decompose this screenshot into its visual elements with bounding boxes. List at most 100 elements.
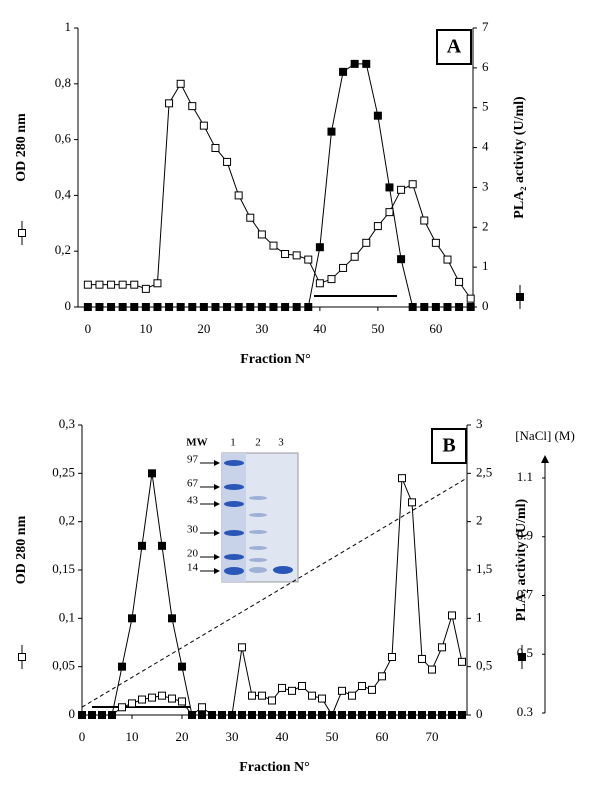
panel-box [436, 29, 472, 65]
point [248, 691, 256, 700]
point [188, 711, 196, 719]
point [288, 686, 296, 695]
y-tick-label: 0,25 [52, 464, 75, 479]
point [118, 303, 127, 311]
x-tick-label: 60 [429, 321, 442, 336]
point [128, 614, 136, 623]
point [292, 303, 301, 311]
y2-tick-label: 1 [482, 258, 489, 273]
point [176, 303, 185, 311]
point [257, 230, 266, 239]
y-tick-label: 1 [65, 19, 72, 34]
series-line [87, 63, 471, 308]
gradient-line [81, 477, 468, 708]
y-tick-label: 0,4 [55, 186, 72, 201]
point [118, 662, 126, 671]
point [83, 303, 92, 311]
point [178, 662, 186, 671]
point [223, 157, 232, 166]
point [269, 241, 278, 250]
point [378, 672, 386, 681]
gel-lane-label: MW [186, 437, 207, 449]
point [339, 263, 348, 272]
point [397, 255, 406, 264]
point [208, 711, 216, 719]
point [443, 255, 452, 264]
point [428, 665, 436, 674]
y-tick-label: 0,6 [55, 131, 72, 146]
point [199, 303, 208, 311]
gel-inset [221, 452, 299, 583]
x-tick-label: 40 [276, 729, 289, 744]
point [281, 249, 290, 258]
point [238, 643, 246, 652]
point [318, 694, 326, 703]
gel-bands-faint [249, 496, 267, 573]
point [148, 469, 156, 478]
y2-tick-label: 2,5 [476, 464, 492, 479]
point [141, 284, 150, 293]
y2-tick-label: 7 [482, 19, 489, 34]
point [165, 303, 174, 311]
gel-mw-label: 14 [187, 562, 199, 574]
gel-mw-label: 43 [187, 495, 199, 507]
point [408, 711, 416, 719]
point [95, 280, 104, 289]
gel-arrow-head [214, 554, 220, 560]
y-tick-label: 0 [69, 706, 76, 721]
gel-mw-label: 20 [187, 548, 199, 560]
gel-bands [224, 460, 293, 575]
x-tick-label: 30 [226, 729, 239, 744]
point [388, 653, 396, 661]
point [199, 121, 208, 130]
point [234, 303, 243, 311]
point [281, 303, 290, 311]
point [153, 303, 162, 311]
point [408, 498, 416, 507]
x-tick-label: 50 [326, 729, 339, 744]
point [211, 303, 220, 311]
y2-tick-label: 2 [476, 513, 483, 528]
point [198, 703, 206, 712]
y2-tick-label: 3 [476, 416, 483, 431]
y2-axis-label: PLA₂ activity (U/ml) [512, 96, 527, 219]
point [315, 279, 324, 288]
x-tick-label: 70 [426, 729, 439, 744]
y3-tick-label: 0.7 [517, 586, 534, 601]
point [258, 691, 266, 700]
point [269, 303, 278, 311]
point [385, 183, 394, 192]
point [288, 711, 296, 719]
point [431, 303, 440, 311]
gel-arrow-head [214, 484, 220, 490]
x-tick-label: 50 [371, 321, 384, 336]
y2-tick-label: 1,5 [476, 561, 492, 576]
x-tick-label: 0 [79, 729, 86, 744]
point [438, 643, 446, 652]
point [298, 711, 306, 719]
point [246, 213, 255, 222]
point [458, 657, 466, 666]
y2-tick-label: 0 [476, 706, 483, 721]
point [268, 696, 276, 705]
gel-lane-label: 3 [278, 437, 284, 449]
panel-label: A [447, 36, 462, 58]
y3-tick-label: 0.9 [517, 528, 533, 543]
point [95, 303, 104, 311]
x-tick-label: 20 [197, 321, 210, 336]
point [373, 222, 382, 231]
point [198, 711, 206, 719]
point [443, 303, 452, 311]
x-tick-label: 30 [255, 321, 268, 336]
point [420, 216, 429, 225]
gel-arrow-head [214, 460, 220, 466]
gel-arrow-head [214, 530, 220, 536]
point [418, 654, 426, 663]
point [118, 280, 127, 289]
point [130, 280, 139, 289]
point [278, 711, 286, 719]
point [165, 99, 174, 108]
point [83, 280, 92, 289]
point [153, 279, 162, 288]
point [141, 303, 150, 311]
